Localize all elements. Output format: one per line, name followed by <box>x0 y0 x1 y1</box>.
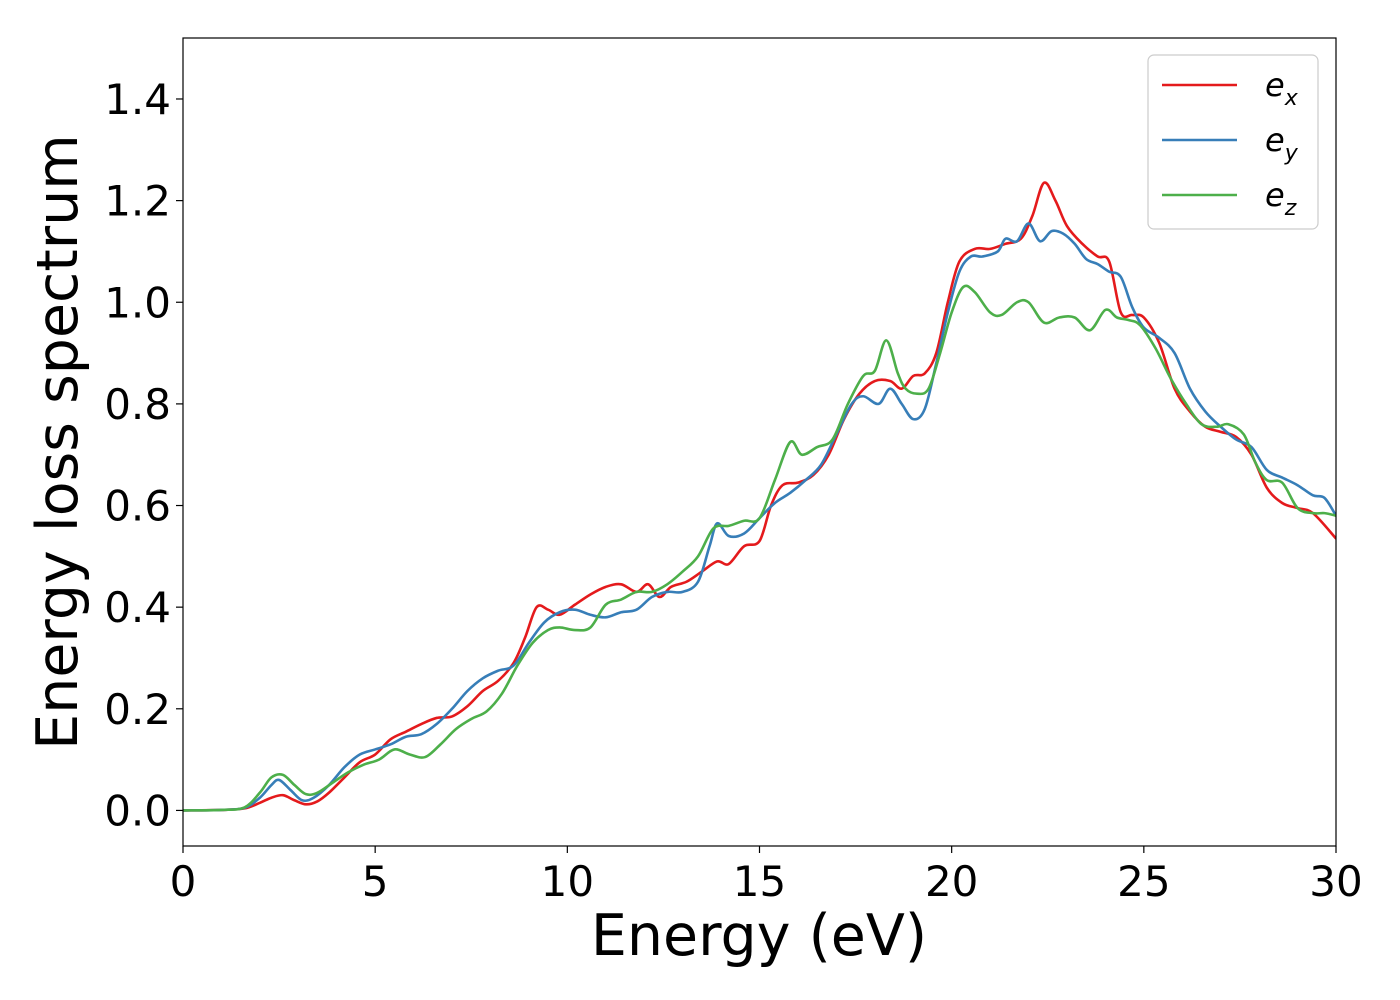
y-tick-label: 0.2 <box>104 685 171 734</box>
plot-frame <box>182 37 1337 847</box>
series-lines <box>183 181 1336 812</box>
y-tick-label: 1.2 <box>104 177 171 226</box>
legend-label-e-y: ey <box>1265 121 1299 166</box>
legend-label-base: e <box>1265 66 1285 104</box>
x-tick-label: 5 <box>362 857 389 906</box>
legend-box <box>1147 54 1319 230</box>
legend-label-e-z: ez <box>1265 176 1297 221</box>
x-tick-label: 25 <box>1117 857 1170 906</box>
y-axis-ticks: 0.0 0.2 0.4 0.6 0.8 1.0 1.2 1.4 <box>104 75 183 835</box>
legend-label-base: e <box>1265 121 1285 159</box>
x-tick-label: 0 <box>170 857 197 906</box>
x-axis-label: Energy (eV) <box>591 903 927 969</box>
y-tick-label: 0.0 <box>104 786 171 835</box>
x-tick-label: 20 <box>925 857 978 906</box>
y-tick-label: 1.4 <box>104 75 171 124</box>
legend-label-subscript: z <box>1284 196 1297 221</box>
legend-label-base: e <box>1265 176 1285 214</box>
y-tick-label: 0.4 <box>104 583 171 632</box>
legend-label-e-x: ex <box>1265 66 1299 111</box>
y-tick-label: 0.6 <box>104 482 171 531</box>
plot-area <box>183 38 1336 846</box>
legend-label-subscript: y <box>1284 141 1299 166</box>
x-axis-ticks: 0 5 10 15 20 25 30 <box>170 846 1363 906</box>
x-tick-label: 10 <box>541 857 594 906</box>
y-axis-label: Energy loss spectrum <box>25 134 91 750</box>
y-tick-label: 1.0 <box>104 278 171 327</box>
y-tick-label: 0.8 <box>104 380 171 429</box>
x-tick-label: 30 <box>1309 857 1362 906</box>
series-line-e-z <box>183 284 1336 812</box>
series-line-e-y <box>183 222 1336 812</box>
legend-label-subscript: x <box>1284 86 1299 111</box>
x-tick-label: 15 <box>733 857 786 906</box>
